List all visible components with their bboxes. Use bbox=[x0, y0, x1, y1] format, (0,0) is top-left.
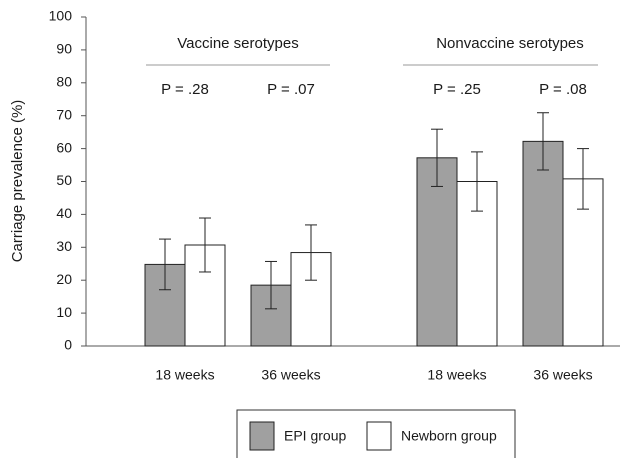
p-value: P = .08 bbox=[539, 81, 587, 98]
legend-swatch bbox=[366, 421, 392, 451]
bar bbox=[522, 140, 564, 347]
y-tick-label: 30 bbox=[56, 238, 72, 254]
x-tick-label: 18 weeks bbox=[155, 367, 214, 383]
y-tick-label: 60 bbox=[56, 139, 72, 155]
bar bbox=[416, 157, 458, 347]
y-tick-label: 10 bbox=[56, 304, 72, 320]
x-tick-label: 36 weeks bbox=[533, 367, 592, 383]
legend-label: Newborn group bbox=[401, 428, 497, 444]
y-tick-label: 40 bbox=[56, 205, 72, 221]
legend-label: EPI group bbox=[284, 428, 346, 444]
group-label: Nonvaccine serotypes bbox=[436, 35, 584, 52]
y-tick-label: 20 bbox=[56, 271, 72, 287]
x-tick-label: 18 weeks bbox=[427, 367, 486, 383]
p-value: P = .07 bbox=[267, 81, 315, 98]
p-value: P = .28 bbox=[161, 81, 209, 98]
y-tick-label: 0 bbox=[64, 337, 72, 353]
x-tick-label: 36 weeks bbox=[261, 367, 320, 383]
y-tick-label: 90 bbox=[56, 41, 72, 57]
legend-swatch bbox=[249, 421, 275, 451]
y-tick-label: 80 bbox=[56, 74, 72, 90]
y-tick-label: 100 bbox=[49, 8, 73, 24]
y-tick-label: 70 bbox=[56, 106, 72, 122]
p-value: P = .25 bbox=[433, 81, 481, 98]
group-label: Vaccine serotypes bbox=[177, 35, 298, 52]
y-axis-label: Carriage prevalence (%) bbox=[9, 100, 26, 263]
y-tick-label: 50 bbox=[56, 172, 72, 188]
